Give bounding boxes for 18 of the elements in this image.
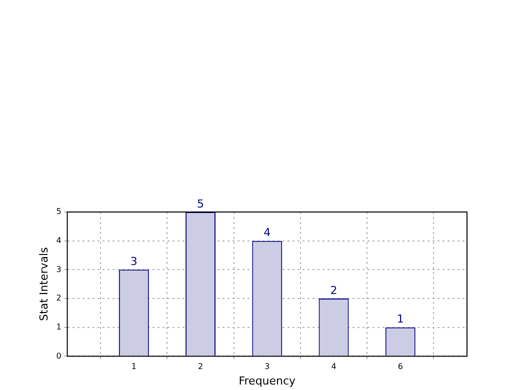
y-tick-label: 1 bbox=[56, 322, 62, 332]
data-label: 1 bbox=[396, 312, 404, 326]
y-tick-label: 4 bbox=[56, 236, 62, 245]
y-tick-label: 5 bbox=[56, 207, 62, 216]
x-tick-label: 6 bbox=[398, 362, 403, 372]
x-tick-label: 4 bbox=[331, 362, 336, 372]
data-label: 4 bbox=[264, 226, 271, 240]
x-axis-title: Frequency bbox=[238, 374, 296, 388]
x-tick-label: 2 bbox=[198, 362, 204, 372]
y-tick-label: 0 bbox=[56, 351, 62, 360]
data-label: 2 bbox=[330, 284, 338, 297]
data-label: 5 bbox=[197, 197, 204, 210]
data-label: 3 bbox=[130, 255, 138, 268]
y-tick-label: 3 bbox=[56, 264, 62, 274]
x-tick-label: 1 bbox=[131, 362, 136, 372]
y-tick-label: 2 bbox=[56, 294, 62, 303]
x-tick-label: 3 bbox=[264, 362, 270, 372]
y-axis-title: Stat Intervals bbox=[37, 246, 50, 321]
